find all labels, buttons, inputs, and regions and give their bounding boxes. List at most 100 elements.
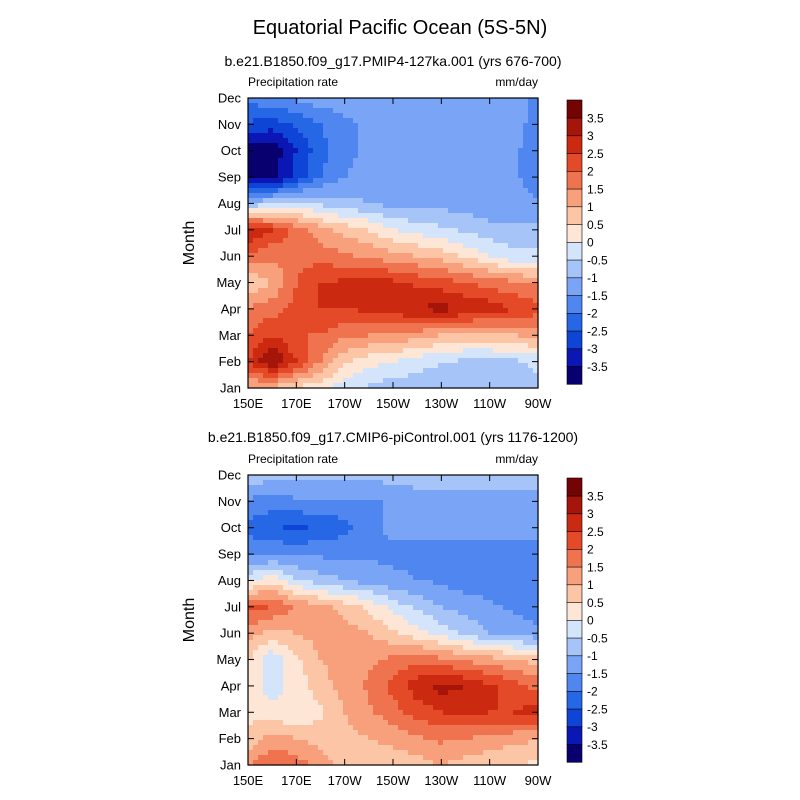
heatmap-cell xyxy=(408,233,414,239)
heatmap-cell xyxy=(483,520,489,526)
heatmap-cell xyxy=(373,485,379,491)
heatmap-cell xyxy=(458,333,464,339)
heatmap-cell xyxy=(253,193,259,199)
heatmap-cell xyxy=(368,343,374,349)
heatmap-cell xyxy=(288,103,294,109)
heatmap-cell xyxy=(448,348,454,354)
heatmap-cell xyxy=(308,133,314,139)
heatmap-cell xyxy=(498,253,504,259)
heatmap-cell xyxy=(518,178,524,184)
heatmap-cell xyxy=(503,263,509,269)
heatmap-cell xyxy=(348,485,354,491)
heatmap-cell xyxy=(338,590,344,596)
heatmap-cell xyxy=(328,203,334,209)
heatmap-cell xyxy=(368,203,374,209)
heatmap-cell xyxy=(268,358,274,364)
heatmap-cell xyxy=(488,128,494,134)
heatmap-cell xyxy=(313,108,319,114)
heatmap-cell xyxy=(458,550,464,556)
heatmap-cell xyxy=(278,510,284,516)
heatmap-cell xyxy=(463,203,469,209)
heatmap-cell xyxy=(308,535,314,541)
heatmap-cell xyxy=(273,510,279,516)
heatmap-cell xyxy=(458,525,464,531)
heatmap-cell xyxy=(528,510,534,516)
heatmap-cell xyxy=(518,123,524,129)
heatmap-cell xyxy=(418,343,424,349)
heatmap-cell xyxy=(488,248,494,254)
heatmap-cell xyxy=(388,500,394,506)
heatmap-cell xyxy=(338,520,344,526)
heatmap-cell xyxy=(448,313,454,319)
heatmap-cell xyxy=(438,193,444,199)
heatmap-cell xyxy=(468,233,474,239)
heatmap-cell xyxy=(368,98,374,104)
heatmap-cell xyxy=(433,368,439,374)
heatmap-cell xyxy=(263,243,269,249)
heatmap-cell xyxy=(443,273,449,279)
heatmap-cell xyxy=(463,515,469,521)
heatmap-cell xyxy=(438,358,444,364)
heatmap-cell xyxy=(373,313,379,319)
heatmap-cell xyxy=(333,495,339,501)
heatmap-cell xyxy=(278,560,284,566)
heatmap-cell xyxy=(308,208,314,214)
heatmap-cell xyxy=(313,258,319,264)
heatmap-cell xyxy=(503,103,509,109)
heatmap-cell xyxy=(318,198,324,204)
heatmap-cell xyxy=(423,238,429,244)
heatmap-cell xyxy=(393,238,399,244)
heatmap-cell xyxy=(388,378,394,384)
heatmap-cell xyxy=(468,148,474,154)
heatmap-cell xyxy=(258,323,264,329)
heatmap-cell xyxy=(353,248,359,254)
heatmap-cell xyxy=(428,318,434,324)
heatmap-cell xyxy=(513,560,519,566)
heatmap-cell xyxy=(383,183,389,189)
heatmap-cell xyxy=(488,333,494,339)
heatmap-cell xyxy=(328,495,334,501)
heatmap-cell xyxy=(353,118,359,124)
heatmap-cell xyxy=(423,118,429,124)
heatmap-cell xyxy=(363,123,369,129)
heatmap-cell xyxy=(528,123,534,129)
heatmap-cell xyxy=(353,283,359,289)
heatmap-cell xyxy=(533,333,539,339)
heatmap-cell xyxy=(303,193,309,199)
heatmap-cell xyxy=(508,273,514,279)
heatmap-cell xyxy=(323,123,329,129)
heatmap-cell xyxy=(293,253,299,259)
heatmap-cell xyxy=(393,570,399,576)
heatmap-cell xyxy=(453,198,459,204)
heatmap-cell xyxy=(388,515,394,521)
heatmap-cell xyxy=(333,328,339,334)
heatmap-cell xyxy=(323,243,329,249)
heatmap-cell xyxy=(523,173,529,179)
heatmap-cell xyxy=(533,550,539,556)
heatmap-cell xyxy=(293,103,299,109)
heatmap-cell xyxy=(303,555,309,561)
heatmap-cell xyxy=(518,173,524,179)
heatmap-cell xyxy=(503,293,509,299)
heatmap-cell xyxy=(383,178,389,184)
heatmap-cell xyxy=(328,253,334,259)
heatmap-cell xyxy=(408,480,414,486)
heatmap-cell xyxy=(398,328,404,334)
heatmap-cell xyxy=(378,298,384,304)
heatmap-cell xyxy=(463,173,469,179)
heatmap-cell xyxy=(513,515,519,521)
heatmap-cell xyxy=(313,273,319,279)
heatmap-cell xyxy=(508,363,514,369)
heatmap-cell xyxy=(258,555,264,561)
heatmap-cell xyxy=(298,560,304,566)
heatmap-cell xyxy=(478,308,484,314)
heatmap-cell xyxy=(318,253,324,259)
heatmap-cell xyxy=(358,490,364,496)
heatmap-cell xyxy=(518,565,524,571)
heatmap-cell xyxy=(293,238,299,244)
heatmap-cell xyxy=(353,298,359,304)
heatmap-cell xyxy=(528,293,534,299)
heatmap-cell xyxy=(323,303,329,309)
heatmap-cell xyxy=(388,153,394,159)
heatmap-cell xyxy=(363,243,369,249)
